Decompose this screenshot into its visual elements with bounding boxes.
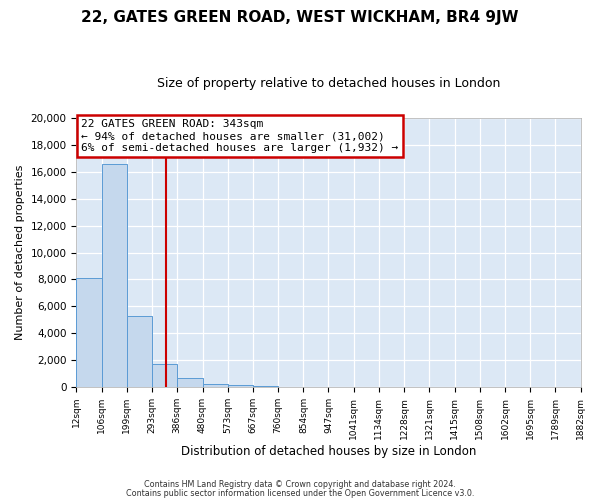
Bar [127,316,152,387]
Text: 22 GATES GREEN ROAD: 343sqm
← 94% of detached houses are smaller (31,002)
6% of : 22 GATES GREEN ROAD: 343sqm ← 94% of det… [82,120,398,152]
Bar [177,378,203,387]
Bar [227,385,253,387]
Y-axis label: Number of detached properties: Number of detached properties [15,165,25,340]
Bar [203,384,227,387]
Title: Size of property relative to detached houses in London: Size of property relative to detached ho… [157,78,500,90]
Bar [102,164,127,387]
Text: Contains public sector information licensed under the Open Government Licence v3: Contains public sector information licen… [126,490,474,498]
Text: 22, GATES GREEN ROAD, WEST WICKHAM, BR4 9JW: 22, GATES GREEN ROAD, WEST WICKHAM, BR4 … [81,10,519,25]
Bar [253,386,278,387]
Bar [152,364,177,387]
X-axis label: Distribution of detached houses by size in London: Distribution of detached houses by size … [181,444,476,458]
Text: Contains HM Land Registry data © Crown copyright and database right 2024.: Contains HM Land Registry data © Crown c… [144,480,456,489]
Bar [76,278,102,387]
